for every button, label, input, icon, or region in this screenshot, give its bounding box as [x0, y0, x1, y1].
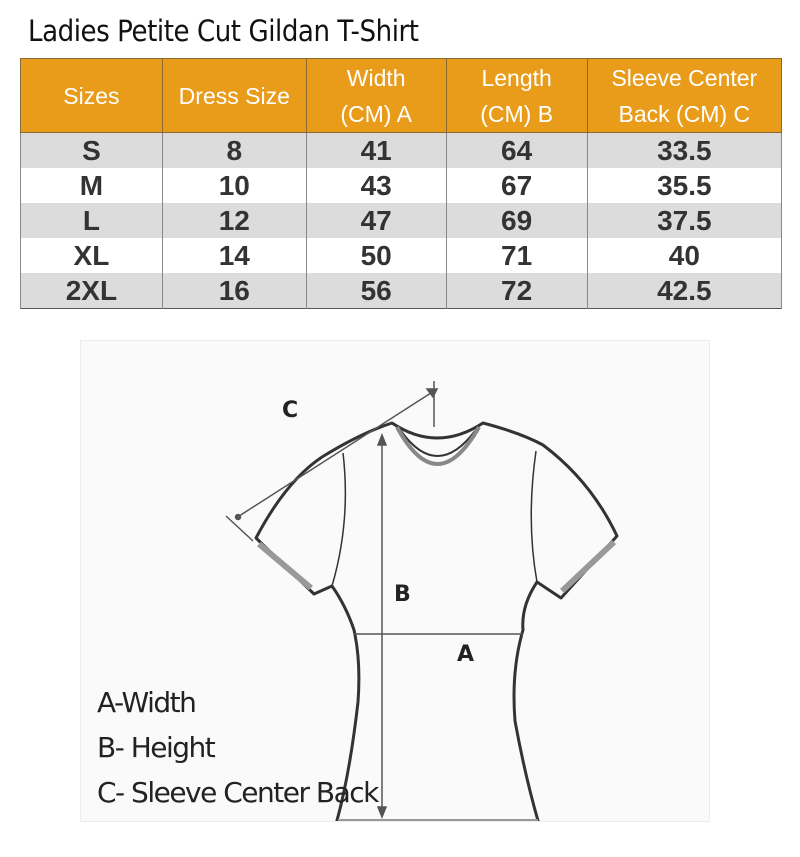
table-cell: 47 — [305, 203, 447, 238]
table-cell: 56 — [305, 273, 447, 309]
table-cell: 33.5 — [586, 132, 783, 168]
tshirt-illustration: C B A — [225, 381, 619, 821]
b-arrow-top — [376, 432, 388, 446]
table-cell: 72 — [445, 273, 588, 309]
table-cell: 69 — [445, 203, 588, 238]
table-cell: M — [20, 168, 163, 203]
column-header: Sleeve Center Back (CM) C — [586, 58, 783, 133]
left-cuff — [257, 541, 313, 591]
table-cell: 16 — [161, 273, 307, 309]
table-cell: 12 — [161, 203, 307, 238]
table-cell: 35.5 — [586, 168, 783, 203]
table-cell: S — [20, 132, 163, 168]
table-row: XL 14 50 71 40 — [20, 238, 783, 273]
right-cuff — [559, 539, 617, 594]
table-cell: 43 — [305, 168, 447, 203]
column-header: Dress Size — [161, 58, 307, 133]
table-cell: 64 — [445, 132, 588, 168]
column-header: Sizes — [20, 58, 163, 133]
table-cell: 40 — [586, 238, 783, 273]
c-arrow — [425, 388, 439, 399]
table-row: 2XL 16 56 72 42.5 — [20, 273, 783, 309]
c-measure-line — [235, 390, 435, 519]
table-row: L 12 47 69 37.5 — [20, 203, 783, 238]
table-header-row: Sizes Dress Size Width (CM) A Length (CM) B… — [20, 58, 783, 133]
seam-right — [530, 450, 538, 583]
table-cell: 42.5 — [586, 273, 783, 309]
column-header: Width (CM) A — [305, 58, 447, 133]
collar — [400, 430, 476, 457]
label-a: A — [457, 642, 474, 667]
seam-left — [331, 452, 347, 587]
tshirt-outline — [254, 421, 619, 821]
table-cell: 14 — [161, 238, 307, 273]
column-header: Length (CM) B — [445, 58, 588, 133]
table-cell: 2XL — [20, 273, 163, 309]
c-end-dot — [234, 513, 242, 521]
size-chart-table: Sizes Dress Size Width (CM) A Length (CM) B… — [20, 58, 783, 309]
table-cell: 37.5 — [586, 203, 783, 238]
page-title: Ladies Petite Cut Gildan T-Shirt — [28, 14, 419, 48]
table-cell: XL — [20, 238, 163, 273]
label-c: C — [282, 398, 298, 423]
label-b: B — [394, 582, 411, 607]
legend-height: B- Height — [97, 731, 216, 764]
table-cell: 10 — [161, 168, 307, 203]
tshirt-measurement-diagram: C B A A-Width B- Height C- Sleeve Center… — [80, 340, 710, 822]
table-cell: 41 — [305, 132, 447, 168]
table-cell: L — [20, 203, 163, 238]
legend-width: A-Width — [97, 686, 197, 719]
b-arrow-bottom — [376, 806, 388, 820]
table-cell: 71 — [445, 238, 588, 273]
table-row: S 8 41 64 33.5 — [20, 132, 783, 168]
table-row: M 10 43 67 35.5 — [20, 168, 783, 203]
table-cell: 67 — [445, 168, 588, 203]
table-cell: 8 — [161, 132, 307, 168]
legend-sleeve: C- Sleeve Center Back — [97, 776, 379, 809]
collar-rib — [395, 426, 481, 466]
table-cell: 50 — [305, 238, 447, 273]
